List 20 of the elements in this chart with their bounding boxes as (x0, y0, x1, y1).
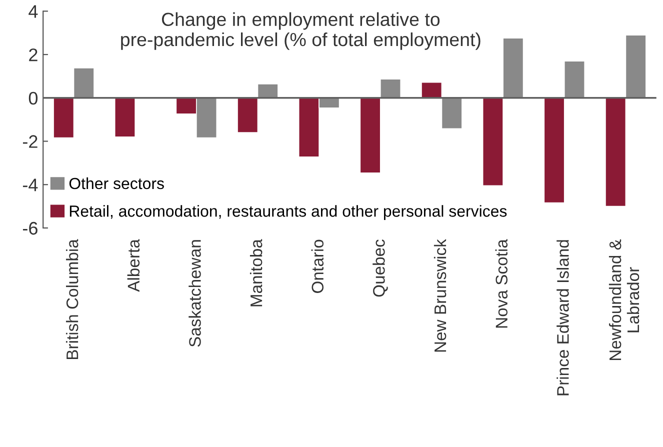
x-tick-label: Quebec (372, 240, 388, 297)
y-tick-label: -4 (22, 178, 38, 192)
x-tick-label: British Columbia (66, 239, 78, 360)
x-tick-label: Saskatchewan (188, 240, 201, 347)
x-tick-label: Newfoundland & Labrador (608, 239, 640, 360)
y-tick-label: 4 (28, 5, 38, 18)
bar (114, 97, 136, 138)
x-tick-label: Manitoba (250, 239, 262, 306)
x-tick-label: Ontario (311, 240, 324, 293)
text: Change in employment relative to pre-pandemic level (% of total employment) (121, 12, 480, 50)
x-tick-label: Prince Edward Island (556, 240, 569, 396)
x-tick-label: New Brunswick (434, 239, 446, 352)
y-tick-label: -2 (22, 135, 38, 148)
legend-label: Retail, accomodation, restaurants and other personal services (70, 205, 507, 220)
x-tick-label: Alberta (127, 239, 140, 292)
legend-label: Other sectors (69, 177, 164, 190)
y-tick-label: 0 (28, 92, 38, 105)
y-tick-label: -6 (22, 222, 38, 235)
y-tick-label: 2 (29, 48, 38, 62)
x-tick-label: Nova Scotia (495, 239, 508, 328)
